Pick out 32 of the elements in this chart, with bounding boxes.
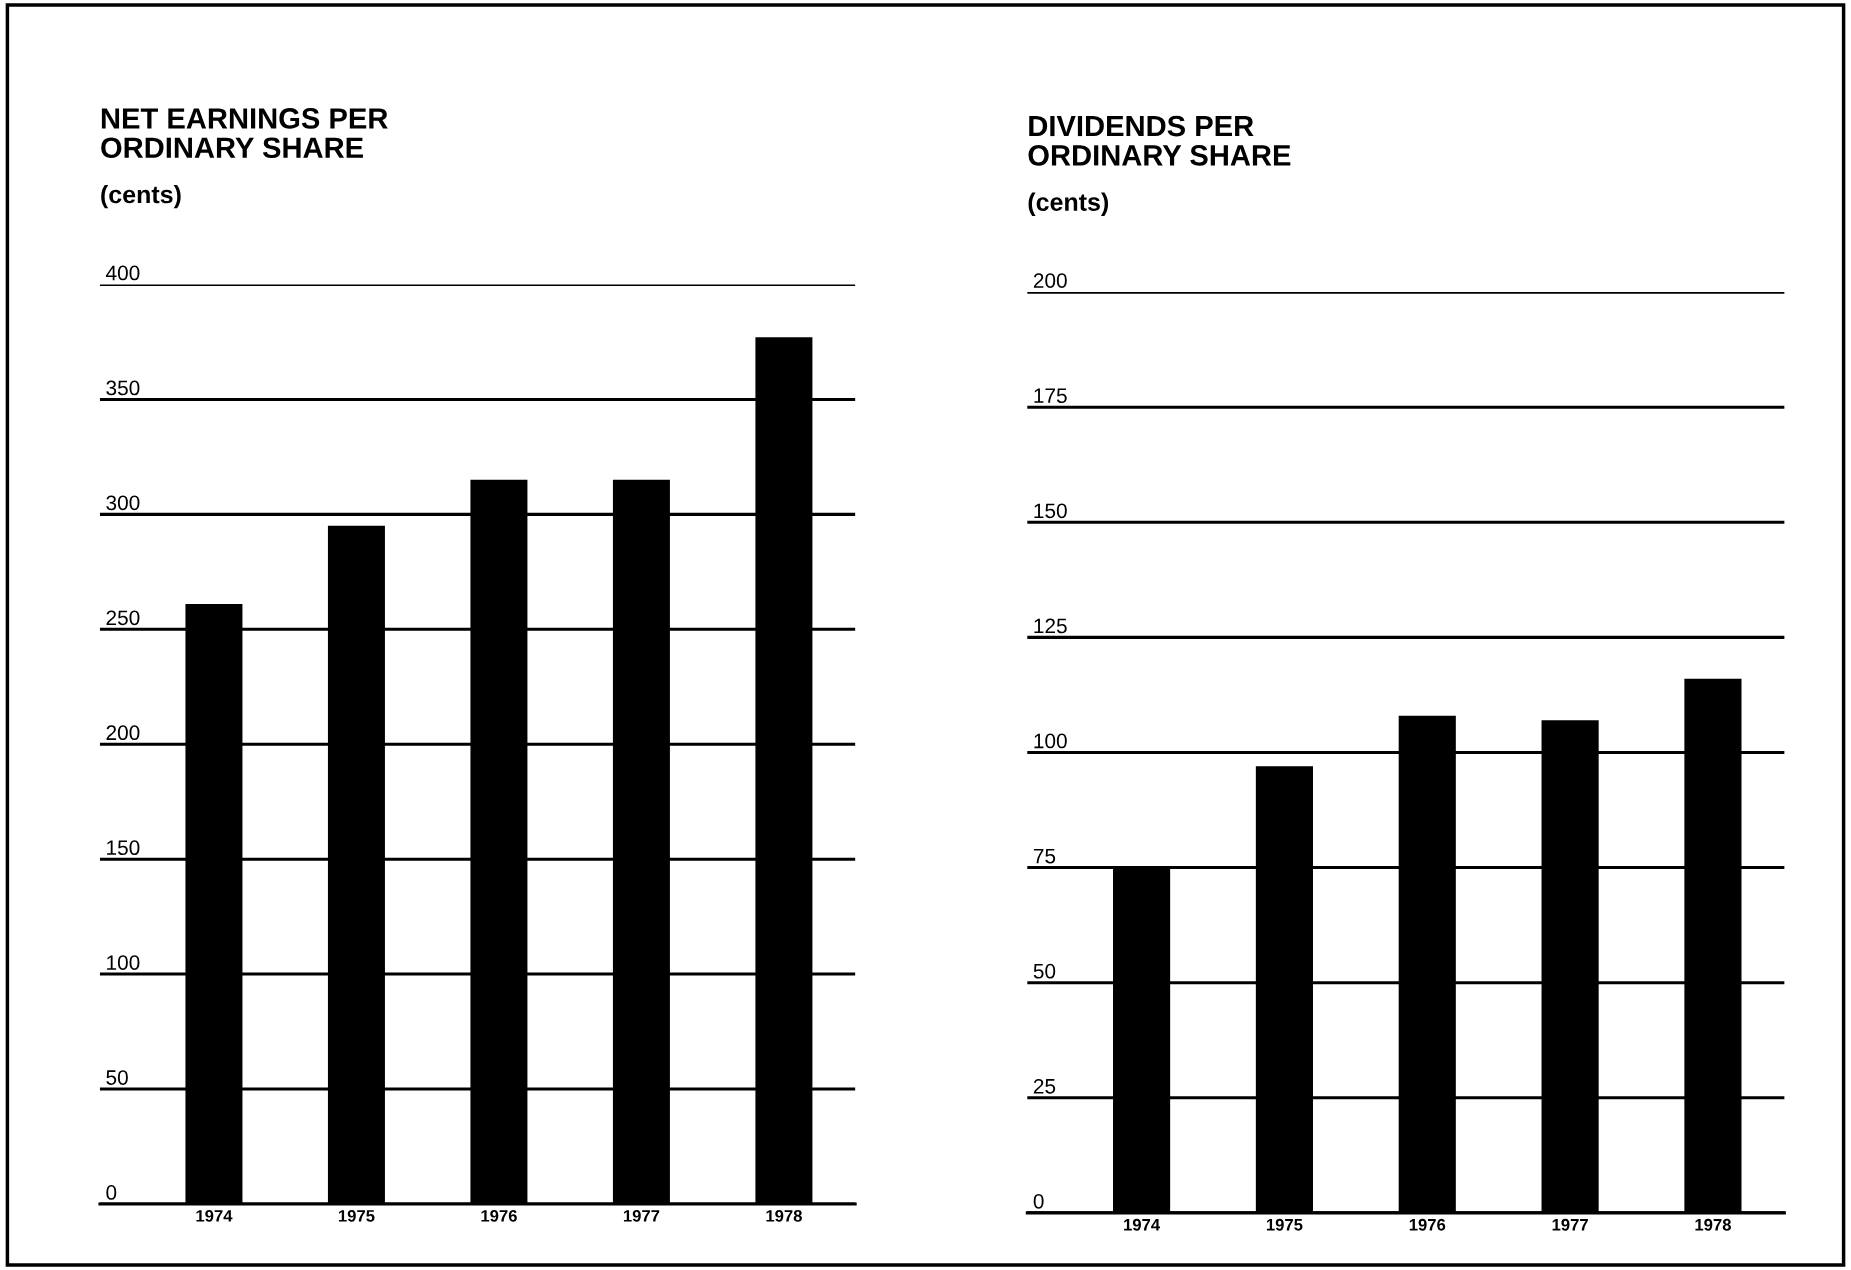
chart-title: DIVIDENDS PER ORDINARY SHARE	[1028, 115, 1291, 166]
y-tick-label: 25	[1033, 1078, 1056, 1094]
y-tick-label: 200	[106, 725, 140, 741]
y-tick-label: 100	[1034, 733, 1067, 749]
y-tick-label: 350	[106, 380, 140, 396]
y-tick-label: 125	[1034, 618, 1067, 634]
y-tick-label: 175	[1034, 388, 1067, 404]
y-tick-label: 150	[107, 840, 140, 856]
x-tick-label: 1976	[1409, 1218, 1446, 1231]
y-tick-label: 400	[105, 265, 140, 281]
chart-title: NET EARNINGS PER ORDINARY SHARE	[101, 108, 388, 159]
y-tick-label: 150	[1034, 503, 1067, 519]
x-tick-label: 1974	[196, 1209, 233, 1222]
y-tick-label: 0	[1033, 1193, 1044, 1209]
x-tick-label: 1974	[1124, 1218, 1161, 1231]
x-tick-label: 1975	[1266, 1218, 1303, 1231]
chart-subtitle: (cents)	[101, 184, 181, 209]
y-tick-label: 100	[107, 955, 140, 970]
x-tick-label: 1977	[623, 1209, 660, 1222]
x-tick-label: 1976	[481, 1209, 517, 1222]
y-tick-label: 50	[106, 1070, 128, 1085]
x-tick-label: 1977	[1552, 1218, 1588, 1231]
y-tick-label: 0	[106, 1185, 117, 1200]
y-tick-label: 300	[106, 495, 140, 511]
chart-subtitle: (cents)	[1028, 192, 1109, 216]
y-tick-label: 200	[1033, 273, 1067, 288]
x-tick-label: 1978	[766, 1209, 802, 1222]
x-tick-label: 1978	[1695, 1218, 1731, 1231]
y-tick-label: 50	[1033, 963, 1056, 979]
y-tick-label: 250	[106, 610, 140, 626]
x-tick-label: 1975	[338, 1209, 375, 1222]
y-tick-label: 75	[1033, 848, 1056, 864]
